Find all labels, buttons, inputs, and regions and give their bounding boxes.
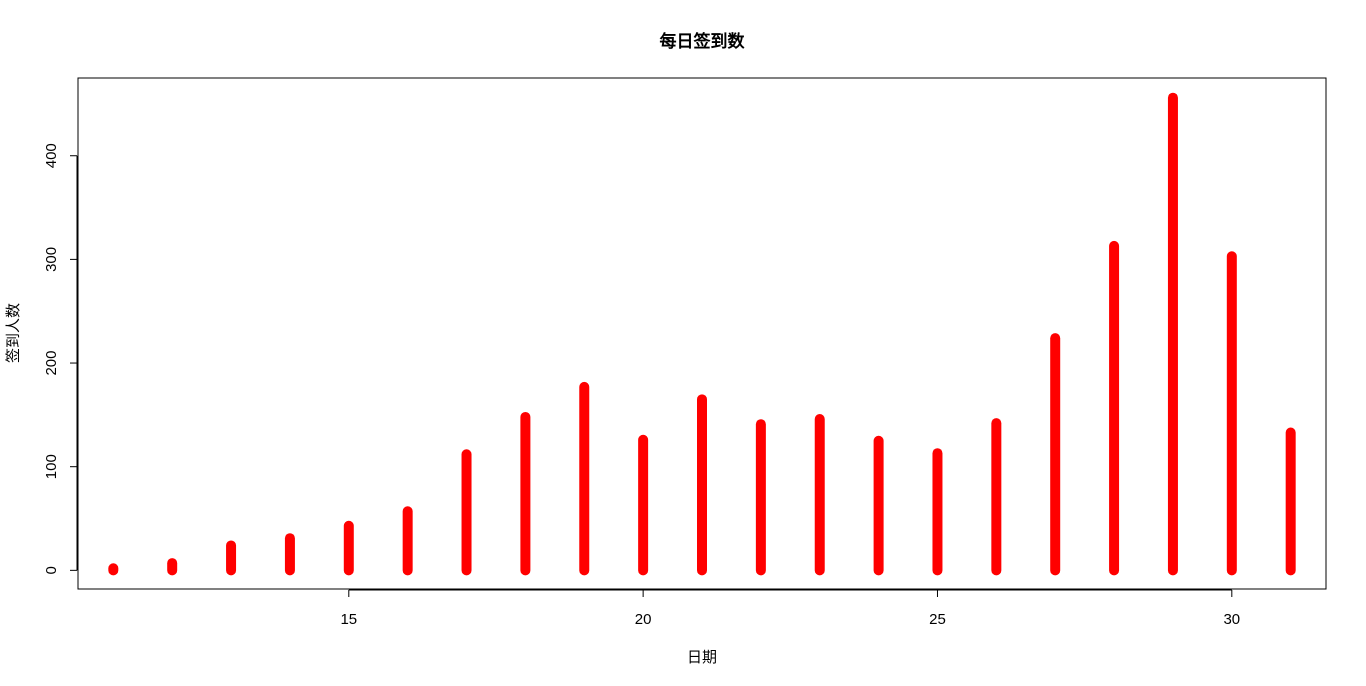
x-tick-label: 30 — [1223, 611, 1240, 628]
y-axis: 0 100 200 300 400 — [43, 143, 78, 575]
x-axis: 15 20 25 30 — [340, 589, 1240, 628]
y-tick-label: 400 — [43, 143, 60, 168]
x-tick-label: 15 — [340, 611, 357, 628]
x-tick-label: 25 — [929, 611, 946, 628]
y-axis-label: 签到人数 — [4, 303, 22, 363]
plot-frame — [77, 77, 1327, 590]
x-axis-label: 日期 — [687, 648, 717, 666]
y-tick-label: 0 — [43, 566, 60, 574]
chart-title: 每日签到数 — [660, 31, 746, 52]
x-tick-label: 20 — [635, 611, 652, 628]
y-tick-label: 200 — [43, 351, 60, 376]
y-tick-label: 300 — [43, 247, 60, 272]
series-group — [108, 92, 1296, 576]
y-tick-label: 100 — [43, 454, 60, 479]
